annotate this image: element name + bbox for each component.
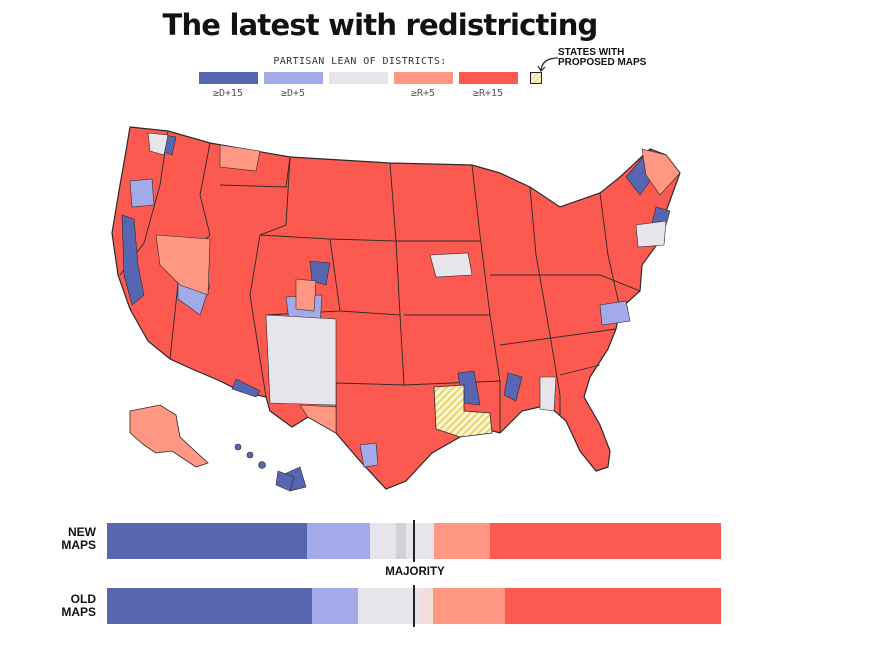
even-districts [147,132,667,412]
bar-segment [107,588,313,624]
proposed-map-state [433,384,493,438]
bar-segment [396,523,407,559]
legend-swatch [264,72,323,84]
majority-line-old [413,585,415,627]
bar-segment [312,588,359,624]
bar-segment [406,523,435,559]
legend-label: ≥D+5 [280,88,306,99]
bar-segment [434,523,490,559]
chart-title: The latest with redistricting [162,8,598,42]
new-maps-label: NEW MAPS [61,525,96,552]
rep-lean-districts [155,144,681,434]
bar-segment [433,588,506,624]
legend-label: ≥R+5 [410,88,436,99]
bar-segment [370,523,397,559]
proposed-maps-swatch [530,72,542,84]
bar-segment [505,588,722,624]
legend-swatch [199,72,258,84]
proposed-maps-label: STATES WITH PROPOSED MAPS [558,47,647,68]
legend-swatch [329,72,388,84]
proposed-arrow-icon [537,57,559,72]
bar-segment [306,523,371,559]
bar-segment [420,588,434,624]
majority-label: MAJORITY [385,566,445,578]
us-district-map [111,126,681,492]
alaska [129,404,209,468]
legend-swatch [459,72,518,84]
legend-label: ≥D+15 [212,88,244,99]
new-maps-bar [107,523,722,559]
legend-swatch [394,72,453,84]
legend-title: PARTISAN LEAN OF DISTRICTS: [273,56,447,67]
bar-segment [107,523,308,559]
bar-segment [489,523,722,559]
old-maps-bar [107,588,722,624]
legend-label: ≥R+15 [472,88,504,99]
hawaii [234,443,295,492]
bar-segment [358,588,421,624]
old-maps-label: OLD MAPS [61,592,96,619]
majority-line-new [413,520,415,562]
